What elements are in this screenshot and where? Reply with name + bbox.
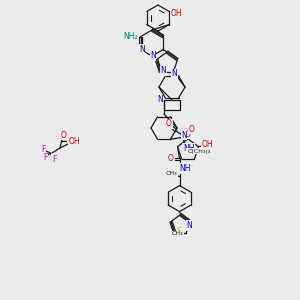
Text: O: O [184,130,190,139]
Text: N: N [150,52,156,61]
Text: O: O [189,125,194,134]
Text: OH: OH [202,140,213,149]
Text: N: N [172,69,177,78]
Text: CH₃: CH₃ [166,171,177,176]
Text: O: O [61,130,67,140]
Text: C(CH₃)₃: C(CH₃)₃ [188,149,211,154]
Text: O: O [168,154,173,163]
Text: N: N [157,95,163,104]
Text: F: F [52,154,56,164]
Text: N: N [139,45,145,54]
Text: CH₃: CH₃ [172,231,183,236]
Text: S: S [176,227,181,236]
Text: OH: OH [68,136,80,146]
Text: NH: NH [179,164,190,173]
Text: N: N [186,221,192,230]
Text: N: N [161,66,167,75]
Text: O: O [166,119,172,128]
Text: NH: NH [183,144,194,153]
Text: NH₂: NH₂ [123,32,138,41]
Text: F: F [41,145,45,154]
Text: OH: OH [170,10,182,19]
Text: N: N [181,130,187,140]
Text: F: F [43,154,47,163]
